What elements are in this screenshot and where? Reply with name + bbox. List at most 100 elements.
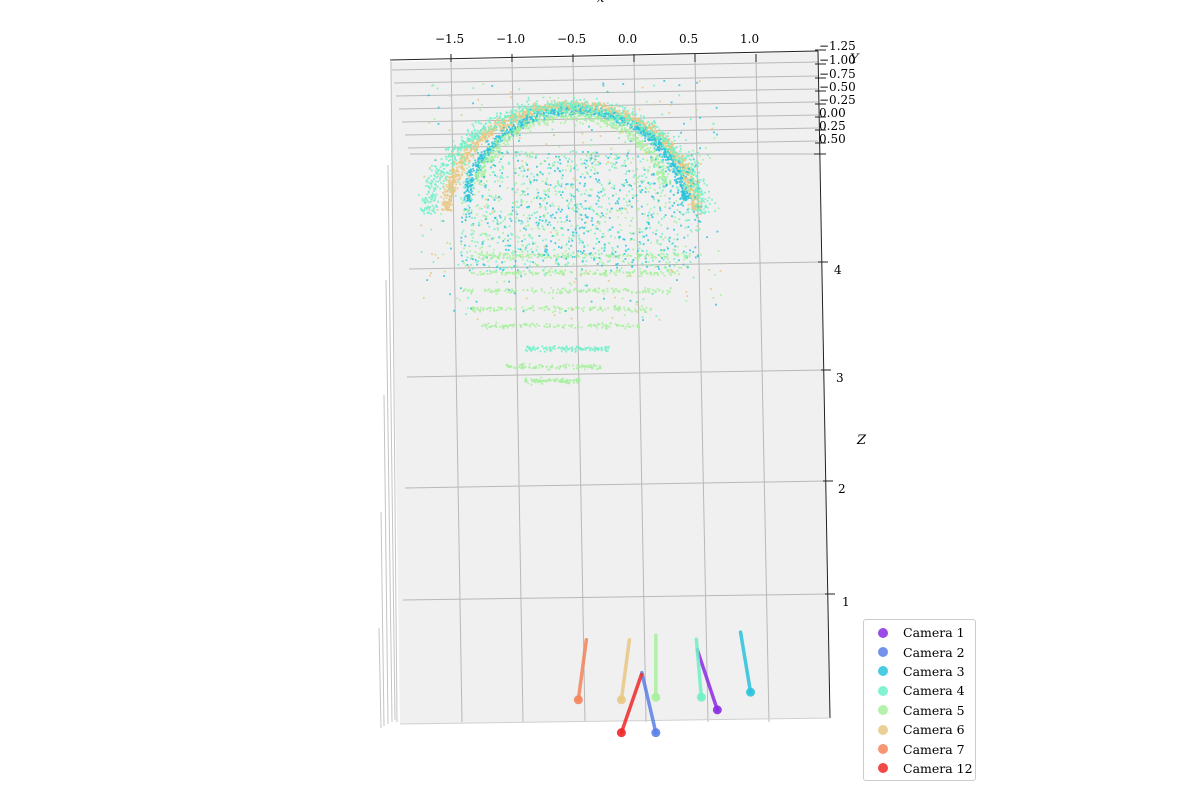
cloud-point	[479, 153, 481, 156]
cloud-point	[534, 102, 536, 104]
cloud-point	[575, 102, 578, 105]
cloud-point	[526, 259, 529, 262]
cloud-point	[631, 194, 634, 197]
cloud-point	[530, 106, 533, 109]
cloud-point	[639, 142, 642, 145]
cloud-point	[491, 157, 494, 160]
cloud-point	[451, 165, 454, 168]
cloud-point	[543, 121, 545, 124]
cloud-point	[688, 219, 691, 221]
cloud-point	[661, 232, 664, 235]
cloud-point	[690, 180, 692, 182]
cloud-point	[509, 238, 512, 240]
cloud-point	[676, 170, 679, 172]
cloud-point	[623, 184, 625, 187]
cloud-point	[663, 266, 666, 269]
cloud-point	[581, 107, 583, 110]
cloud-point	[523, 182, 526, 185]
cloud-point	[599, 110, 601, 113]
cloud-point	[661, 179, 664, 181]
cloud-point	[584, 226, 587, 229]
cloud-point	[671, 150, 674, 153]
cloud-point	[541, 110, 543, 113]
cloud-point	[524, 248, 527, 251]
cloud-point	[662, 140, 664, 143]
cloud-point	[695, 188, 698, 191]
cloud-point	[522, 124, 525, 126]
cloud-point	[508, 163, 511, 165]
cloud-point	[603, 247, 606, 250]
cloud-point	[654, 158, 657, 161]
cloud-point	[527, 127, 529, 130]
cloud-point	[640, 114, 642, 117]
cloud-point	[588, 105, 591, 107]
cloud-point	[446, 175, 449, 178]
cloud-point	[480, 133, 483, 135]
cloud-point	[508, 139, 511, 142]
cloud-point	[532, 180, 535, 183]
cloud-point	[662, 185, 665, 188]
cloud-point	[614, 153, 617, 156]
cloud-point	[521, 251, 524, 253]
cloud-point	[513, 169, 515, 172]
cloud-point	[545, 180, 548, 183]
cloud-point	[590, 157, 593, 160]
cloud-point	[657, 138, 660, 141]
cloud-point	[594, 151, 597, 154]
cloud-point	[471, 174, 473, 176]
cloud-point	[554, 100, 556, 103]
cloud-point	[636, 132, 639, 134]
cloud-point	[506, 151, 509, 154]
cloud-point	[426, 178, 429, 181]
cloud-point	[649, 130, 652, 133]
cloud-point	[466, 264, 469, 266]
y-grid-line	[404, 127, 819, 136]
cloud-point	[609, 121, 612, 124]
cloud-point	[668, 146, 671, 148]
cloud-point	[460, 197, 462, 200]
cloud-point	[667, 173, 670, 175]
cloud-point	[492, 149, 495, 152]
cloud-point	[676, 192, 679, 194]
cloud-point	[492, 130, 495, 133]
cloud-point	[477, 169, 480, 172]
cloud-point	[686, 163, 688, 165]
cloud-point	[524, 110, 526, 113]
cloud-point	[496, 256, 498, 258]
cloud-point	[655, 141, 658, 144]
cloud-point	[639, 119, 641, 122]
cloud-point	[571, 160, 573, 163]
cloud-point	[491, 155, 493, 158]
cloud-point	[628, 190, 630, 193]
cloud-point	[603, 243, 606, 246]
cloud-point	[597, 191, 600, 194]
cloud-point	[496, 138, 498, 141]
cloud-point	[612, 248, 615, 251]
cloud-point	[611, 107, 614, 110]
cloud-point	[467, 159, 470, 162]
cloud-point	[541, 180, 544, 183]
cloud-point	[626, 134, 629, 137]
cloud-point	[539, 197, 542, 200]
cloud-point	[539, 163, 542, 165]
cloud-point	[636, 119, 638, 121]
cloud-point	[543, 159, 546, 162]
cloud-point	[580, 193, 583, 196]
cloud-point	[480, 143, 483, 146]
cloud-point	[449, 178, 452, 181]
cloud-point	[698, 194, 701, 197]
cloud-point	[453, 148, 455, 151]
cloud-point	[605, 108, 608, 110]
cloud-point	[555, 269, 557, 272]
cloud-point	[492, 127, 495, 130]
cloud-point	[544, 266, 547, 269]
cloud-point	[699, 191, 701, 193]
cloud-point	[448, 209, 451, 212]
cloud-point	[492, 220, 495, 222]
cloud-point	[585, 104, 587, 107]
cloud-point	[512, 250, 515, 252]
cloud-point	[503, 122, 506, 125]
cloud-point	[496, 121, 498, 124]
cloud-point	[492, 128, 495, 131]
cloud-point	[474, 251, 477, 253]
